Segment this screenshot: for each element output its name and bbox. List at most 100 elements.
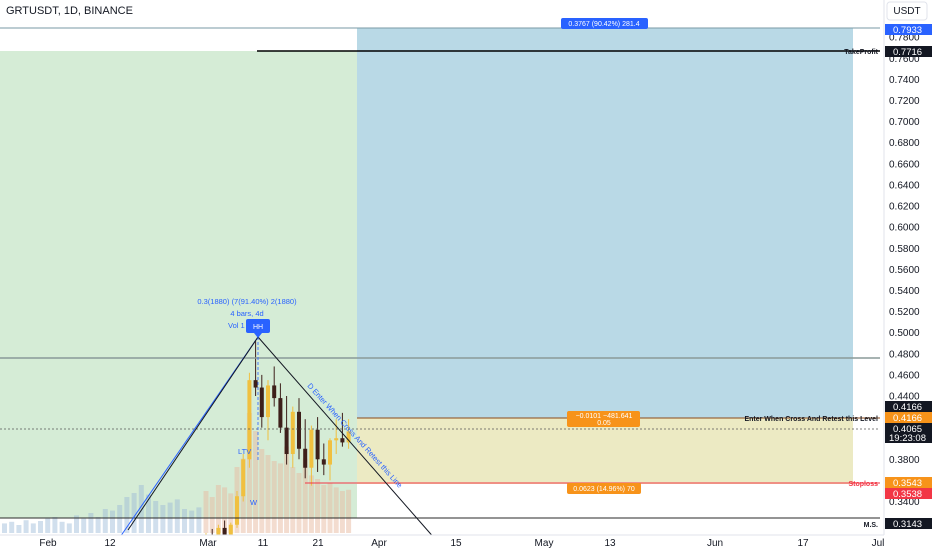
profit-zone bbox=[0, 51, 357, 518]
candle-body[interactable] bbox=[278, 398, 283, 428]
candle-body[interactable] bbox=[247, 380, 252, 460]
candle-body[interactable] bbox=[259, 387, 264, 418]
candle-body[interactable] bbox=[272, 385, 277, 399]
tag-top-target-text: 0.7933 bbox=[893, 25, 922, 36]
y-tick-label: 0.7800 bbox=[889, 33, 920, 44]
candle-body[interactable] bbox=[321, 459, 326, 465]
candle-body[interactable] bbox=[328, 440, 332, 465]
volume-bar bbox=[52, 517, 58, 533]
volume-bar bbox=[302, 458, 308, 533]
x-tick-label: May bbox=[535, 538, 554, 549]
ltv-label: LTV bbox=[238, 447, 251, 456]
candle-body[interactable] bbox=[346, 431, 351, 443]
volume-bar bbox=[66, 523, 72, 533]
y-tick-label: 0.5000 bbox=[889, 328, 920, 339]
y-tick-label: 0.7200 bbox=[889, 96, 920, 107]
hh-badge[interactable] bbox=[246, 319, 270, 333]
candle-body[interactable] bbox=[315, 429, 320, 460]
candle-body[interactable] bbox=[303, 448, 308, 468]
volume-bar bbox=[153, 501, 159, 533]
y-tick-label: 0.4600 bbox=[889, 370, 920, 381]
trend-line-support bbox=[127, 336, 259, 531]
volume-bar bbox=[45, 518, 51, 533]
volume-bar bbox=[30, 523, 36, 533]
tag-entry-text: 0.4166 bbox=[893, 413, 922, 424]
x-tick-label: 11 bbox=[258, 538, 269, 549]
candle-body[interactable] bbox=[241, 459, 246, 497]
y-tick-label: 0.3800 bbox=[889, 455, 920, 466]
y-tick-label: 0.4400 bbox=[889, 391, 920, 402]
time-axis[interactable] bbox=[0, 535, 932, 550]
volume-bar bbox=[222, 487, 228, 533]
volume-bar bbox=[315, 479, 321, 533]
stop-box[interactable] bbox=[567, 483, 641, 494]
measure-text-1: 0.3(1880) (7(91.40%) 2(1880) bbox=[197, 297, 297, 306]
y-tick-label: 0.5400 bbox=[889, 286, 920, 297]
x-tick-label: 17 bbox=[797, 538, 809, 549]
currency-label: USDT bbox=[893, 6, 920, 17]
y-tick-label: 0.7600 bbox=[889, 54, 920, 65]
entry-box[interactable] bbox=[567, 411, 640, 427]
candle-body[interactable] bbox=[228, 524, 233, 537]
volume-bar bbox=[131, 493, 137, 533]
volume-bar bbox=[81, 518, 87, 533]
y-tick-label: 0.6600 bbox=[889, 159, 920, 170]
volume-bar bbox=[160, 505, 166, 533]
x-tick-label: Jun bbox=[707, 538, 723, 549]
tag-entry-high-text: 0.4166 bbox=[893, 402, 922, 413]
tag-countdown-text: 19:23:08 bbox=[889, 433, 926, 444]
entry-box-text-2: 0.05 bbox=[597, 420, 611, 427]
volume-bar bbox=[117, 505, 123, 533]
entry-label: Enter When Cross And Retest this Level bbox=[744, 416, 878, 423]
volume-bar bbox=[346, 489, 352, 533]
x-tick-label: Feb bbox=[39, 538, 57, 549]
candle-body[interactable] bbox=[253, 380, 258, 388]
loss-zone[interactable] bbox=[357, 418, 853, 484]
currency-badge[interactable] bbox=[886, 1, 928, 21]
candle-body[interactable] bbox=[297, 411, 301, 449]
volume-bar bbox=[296, 473, 302, 533]
volume-bar bbox=[290, 467, 296, 533]
candle-body[interactable] bbox=[216, 527, 221, 541]
candle-body[interactable] bbox=[235, 496, 239, 525]
candle-body[interactable] bbox=[340, 438, 345, 443]
price-axis[interactable] bbox=[884, 0, 932, 535]
candle-body[interactable] bbox=[290, 411, 295, 455]
stoploss-label: Stoploss bbox=[848, 481, 878, 488]
hh-badge-pointer bbox=[254, 333, 262, 338]
y-tick-label: 0.6200 bbox=[889, 202, 920, 213]
x-tick-label: Jul bbox=[872, 538, 885, 549]
y-tick-label: 0.6800 bbox=[889, 138, 920, 149]
tag-entry-high bbox=[885, 401, 932, 412]
tag-take-profit bbox=[885, 46, 932, 57]
volume-bar bbox=[16, 525, 22, 533]
volume-bar bbox=[23, 520, 29, 533]
candle-body[interactable] bbox=[284, 427, 289, 455]
volume-bar bbox=[88, 513, 94, 533]
target-zone[interactable] bbox=[357, 28, 853, 418]
y-tick-label: 0.5600 bbox=[889, 265, 920, 276]
volume-bar bbox=[284, 446, 290, 533]
volume-bar bbox=[277, 463, 283, 533]
candle-body[interactable] bbox=[266, 385, 270, 418]
x-tick-label: 12 bbox=[104, 538, 116, 549]
candle-body[interactable] bbox=[309, 429, 314, 468]
y-tick-label: 0.7400 bbox=[889, 75, 920, 86]
volume-bar bbox=[228, 493, 234, 533]
y-tick-label: 0.6400 bbox=[889, 180, 920, 191]
target-box[interactable] bbox=[561, 18, 648, 29]
volume-bar bbox=[74, 515, 79, 533]
candle-body[interactable] bbox=[334, 438, 339, 441]
time-axis-ticks: Feb 12 Mar 11 21 Apr 15 May 13 Jun 17 Jul bbox=[39, 538, 884, 549]
symbol-title[interactable]: GRTUSDT, 1D, BINANCE bbox=[6, 5, 133, 17]
y-tick-label: 0.5800 bbox=[889, 244, 920, 255]
tag-stop-low bbox=[885, 488, 932, 499]
volume-bar bbox=[182, 509, 187, 533]
volume-bar bbox=[327, 482, 333, 533]
candle-body[interactable] bbox=[222, 527, 227, 537]
entry-box-text-1: −0.0101 −481.641 bbox=[576, 413, 633, 420]
volume-bar bbox=[321, 485, 327, 533]
volume-bar bbox=[9, 521, 15, 533]
